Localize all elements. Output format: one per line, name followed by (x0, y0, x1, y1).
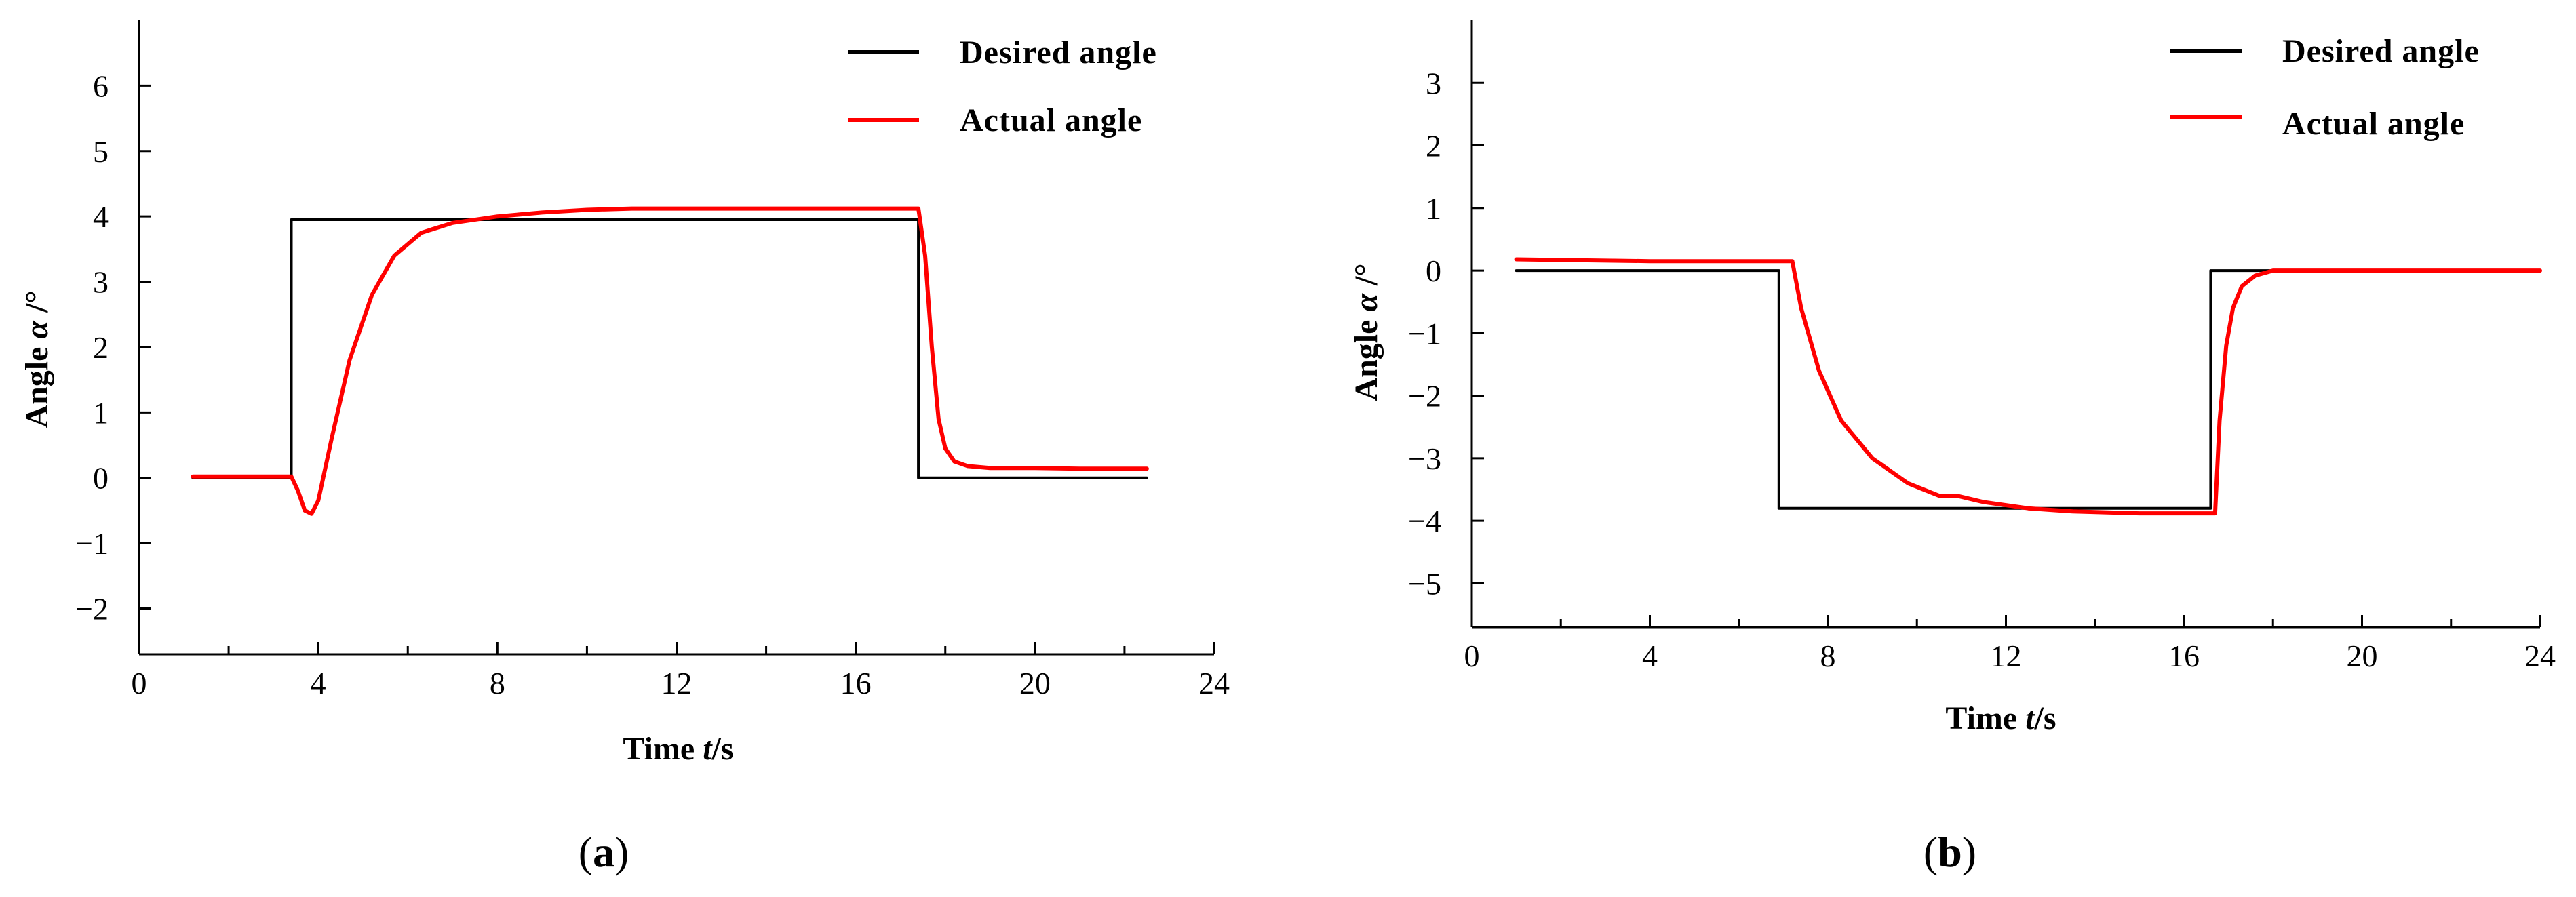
legend-label-actual: Actual angle (2282, 106, 2465, 142)
y-tick-label: −1 (1408, 316, 1441, 351)
series-line-desired-angle (191, 218, 1148, 479)
series-line-actual-angle (1514, 257, 2542, 516)
x-tick-label: 16 (2168, 639, 2200, 673)
x-tick-label: 8 (1820, 639, 1836, 673)
series-group (1514, 257, 2542, 516)
y-tick-label: 4 (93, 199, 109, 234)
x-tick-label: 24 (2524, 639, 2556, 673)
y-tick-label: 3 (93, 265, 109, 300)
y-tick-label: 1 (93, 395, 109, 430)
y-tick-label: 0 (1426, 254, 1441, 288)
x-tick-label: 4 (1642, 639, 1658, 673)
tick-marks (1470, 81, 2541, 627)
y-tick-label: −2 (1408, 379, 1441, 414)
y-tick-label: 3 (1426, 66, 1441, 100)
x-tick-label: 12 (1991, 639, 2022, 673)
y-tick-label: 5 (93, 134, 109, 169)
x-tick-label: 4 (311, 666, 326, 700)
y-tick-label: 0 (93, 461, 109, 496)
y-tick-label: −1 (75, 526, 109, 561)
y-axis-label: Angle α /° (1348, 263, 1384, 401)
legend-label-desired: Desired angle (960, 35, 1157, 71)
y-tick-label: 2 (1426, 129, 1441, 163)
y-tick-label: −5 (1408, 566, 1441, 601)
x-axis-label: Time t/s (623, 731, 733, 767)
panel-label-a: (a) (579, 828, 629, 876)
x-tick-label: 16 (840, 666, 872, 700)
y-tick-label: −2 (75, 592, 109, 626)
x-tick-label: 0 (1464, 639, 1480, 673)
legend: Desired angle Actual angle (2170, 33, 2480, 142)
y-tick-label: 6 (93, 68, 109, 103)
y-tick-label: 2 (93, 330, 109, 365)
x-tick-label: 8 (490, 666, 505, 700)
x-tick-label: 20 (1019, 666, 1051, 700)
series-line-desired-angle (1515, 269, 2541, 510)
series-group (191, 206, 1149, 516)
legend: Desired angle Actual angle (848, 35, 1157, 138)
x-tick-label: 20 (2347, 639, 2378, 673)
y-tick-label: 1 (1426, 191, 1441, 226)
y-axis-label: Angle α /° (19, 290, 55, 428)
y-tick-label: −4 (1408, 504, 1441, 538)
x-tick-label: 12 (661, 666, 692, 700)
series-line-actual-angle (191, 206, 1149, 516)
x-tick-label: 0 (132, 666, 147, 700)
tick-marks (138, 84, 1215, 654)
legend-label-desired: Desired angle (2282, 33, 2480, 69)
legend-label-actual: Actual angle (960, 102, 1142, 138)
y-tick-label: −3 (1408, 441, 1441, 476)
x-tick-label: 24 (1198, 666, 1230, 700)
panel-label-b: (b) (1924, 828, 1976, 876)
x-axis-label: Time t/s (1945, 700, 2056, 736)
